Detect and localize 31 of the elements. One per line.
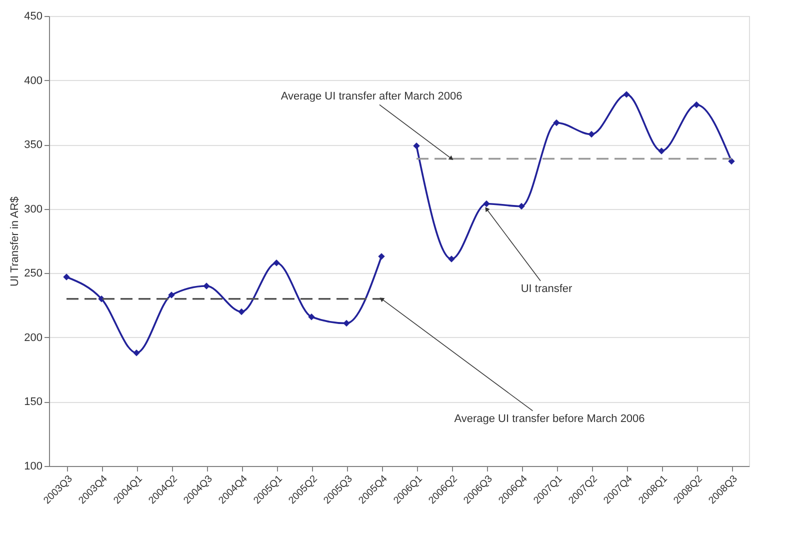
y-tick-label: 250 bbox=[24, 268, 42, 280]
point bbox=[483, 200, 490, 208]
point bbox=[623, 91, 630, 98]
point bbox=[203, 282, 210, 290]
y-tick-label: 100 bbox=[24, 460, 42, 472]
point bbox=[658, 148, 665, 154]
y-tick-label: 400 bbox=[24, 74, 42, 87]
y-tick-label: 150 bbox=[24, 396, 42, 408]
y-tick-label: 300 bbox=[24, 203, 42, 216]
point bbox=[63, 274, 70, 280]
y-tick-label: 200 bbox=[24, 332, 42, 344]
annotation: Average UI transfer before March 2006 bbox=[454, 412, 645, 425]
point bbox=[413, 142, 420, 150]
point bbox=[728, 158, 735, 165]
point bbox=[553, 119, 560, 126]
point bbox=[168, 292, 175, 298]
y-axis-title: UI Transfer in AR$ bbox=[9, 196, 22, 286]
point bbox=[693, 101, 700, 108]
point bbox=[378, 253, 385, 260]
point bbox=[273, 260, 280, 266]
annotation: Average UI transfer after March 2006 bbox=[280, 90, 462, 103]
point bbox=[133, 350, 140, 356]
annotation: UI transfer bbox=[520, 282, 573, 295]
point bbox=[343, 320, 350, 327]
y-tick-label: 450 bbox=[24, 10, 42, 22]
y-tick-label: 350 bbox=[24, 139, 42, 152]
point bbox=[588, 130, 595, 138]
point bbox=[308, 314, 315, 320]
point bbox=[518, 202, 525, 210]
point bbox=[448, 256, 455, 262]
point bbox=[238, 308, 245, 316]
